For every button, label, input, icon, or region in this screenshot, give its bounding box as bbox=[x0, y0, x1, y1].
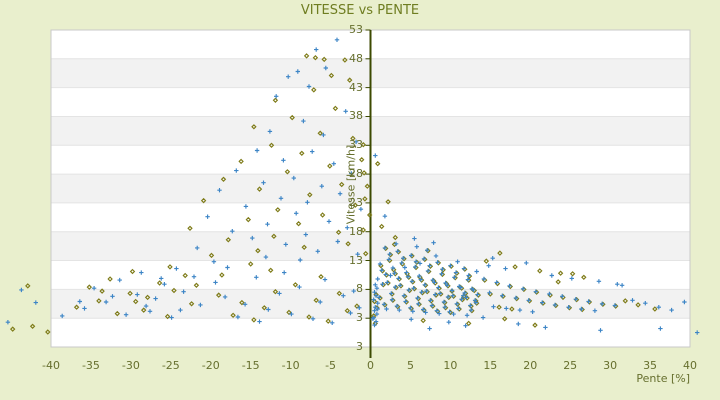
x-tick-label: 35 bbox=[643, 359, 658, 372]
y-axis-label: Vitesse [km/h] bbox=[344, 144, 358, 225]
x-tick-label: -40 bbox=[42, 359, 60, 372]
y-tick-label: 28 bbox=[349, 167, 363, 181]
y-tick-label: 33 bbox=[349, 138, 363, 152]
x-tick-label: -20 bbox=[201, 359, 220, 372]
data-points-series_blue bbox=[5, 37, 700, 335]
x-tick-label: 25 bbox=[563, 359, 578, 372]
x-tick-label: 5 bbox=[406, 359, 414, 372]
y-tick-label: 13 bbox=[349, 253, 363, 267]
x-tick-label: -35 bbox=[81, 359, 100, 372]
x-tick-label: 20 bbox=[523, 359, 538, 372]
x-tick-label: 0 bbox=[367, 359, 374, 372]
y-tick-label: 23 bbox=[349, 195, 363, 209]
x-tick-label: -25 bbox=[161, 359, 180, 372]
y-tick-label: 8 bbox=[356, 282, 363, 296]
x-tick-label: 15 bbox=[483, 359, 498, 372]
y-tick-label: 53 bbox=[349, 23, 363, 36]
y-tick-label: 18 bbox=[349, 224, 363, 238]
y-tick-label: 38 bbox=[349, 109, 363, 123]
y-tick-label: 3 bbox=[356, 340, 363, 353]
x-axis-label: Pente [%] bbox=[636, 372, 690, 385]
x-tick-label: -30 bbox=[121, 359, 140, 372]
x-tick-label: -5 bbox=[325, 359, 337, 372]
x-tick-label: -10 bbox=[281, 359, 300, 372]
y-tick-label: 48 bbox=[349, 51, 363, 65]
x-tick-label: 40 bbox=[683, 359, 697, 372]
chart-title: VITESSE vs PENTE bbox=[300, 3, 420, 18]
x-tick-label: 10 bbox=[443, 359, 458, 372]
y-tick-label: 43 bbox=[349, 80, 363, 94]
y-tick-label: 3 bbox=[356, 311, 363, 325]
x-tick-label: -15 bbox=[241, 359, 260, 372]
x-tick-label: 30 bbox=[603, 359, 618, 372]
